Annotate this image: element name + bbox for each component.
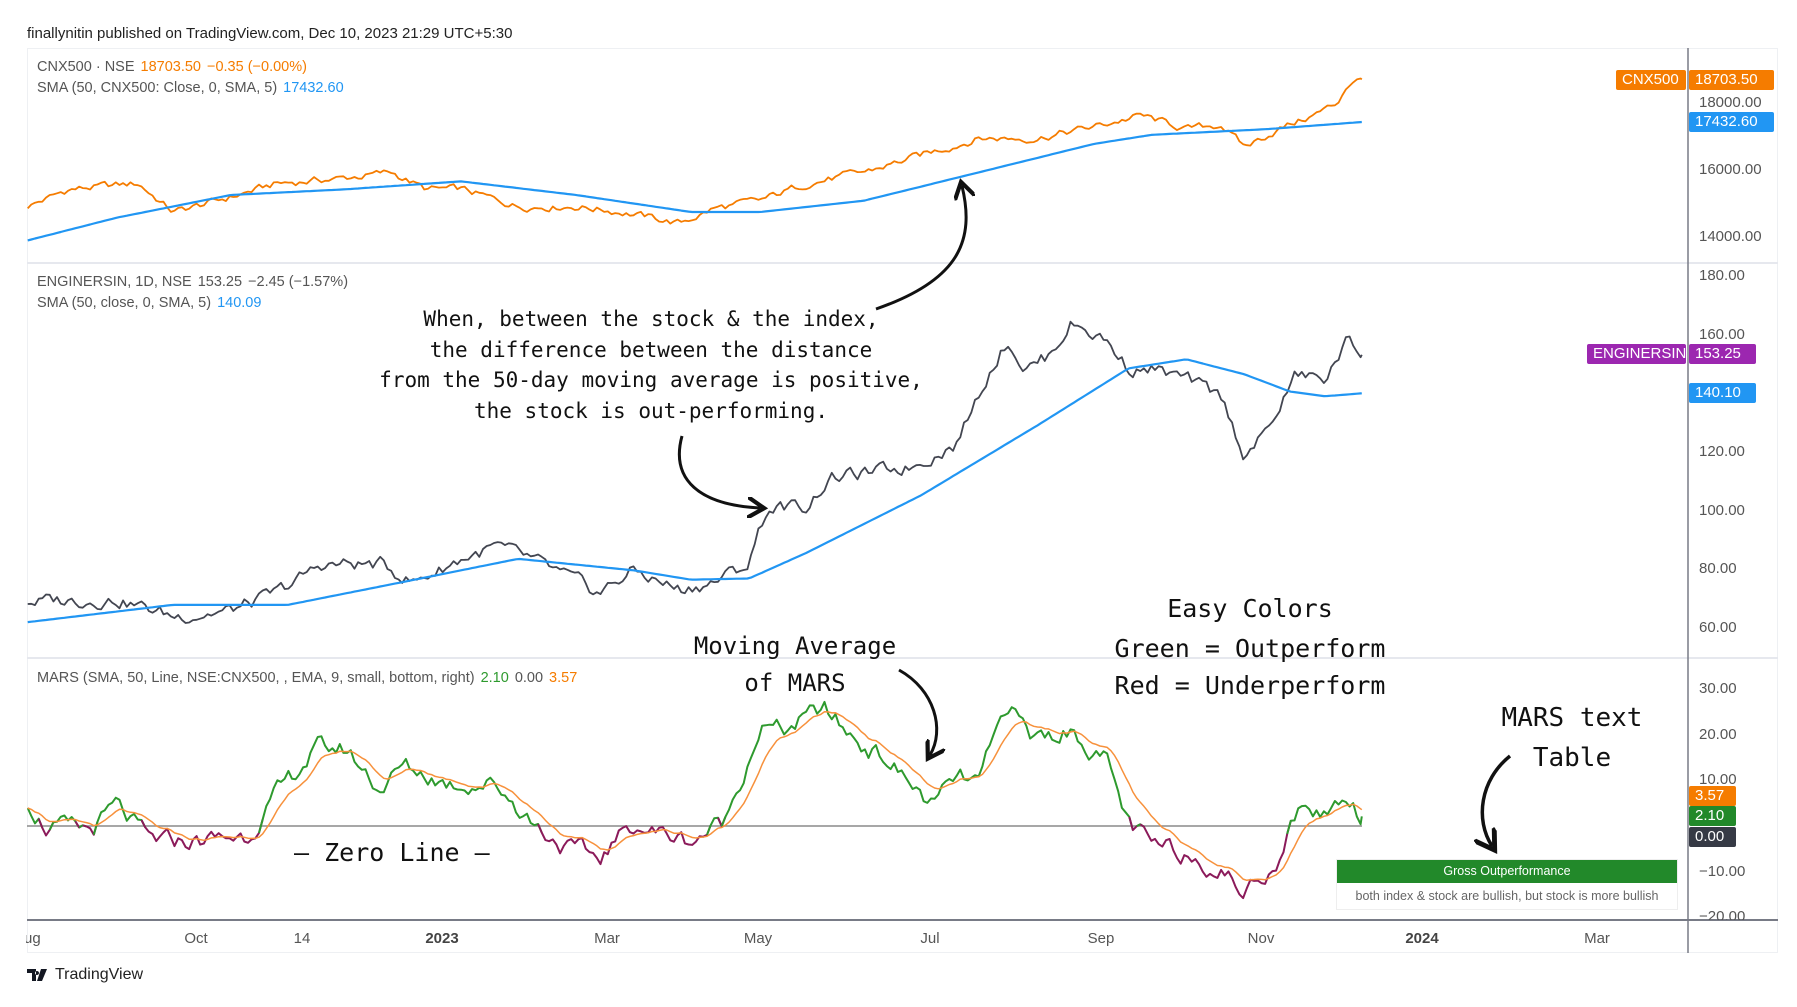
stock-sma-value: 140.09 [217,295,262,311]
mars-zero-tag: 0.00 [1689,827,1736,847]
mars-line-negative [1128,816,1141,832]
stock-legend[interactable]: ENGINERSIN, 1D, NSE 153.25 −2.45 (−1.57%) [37,274,354,290]
axis-tick: 80.00 [1699,560,1737,577]
cnx500-line [27,77,1363,225]
annotation-arrow-icon [875,186,966,311]
index-symbol: CNX500 · NSE [37,59,135,75]
axis-tick: 16000.00 [1699,161,1762,178]
annotation-line: Moving Average [693,632,897,660]
stock-price-tag: 153.25 [1689,344,1756,364]
stock-pane-plot [27,320,1363,624]
mars-text-table: Gross Outperformance both index & stock … [1336,859,1678,910]
time-label: 2024 [1405,930,1439,947]
annotation-line: of MARS [744,669,846,697]
index-sma-label: SMA (50, CNX500: Close, 0, SMA, 5) [37,80,278,96]
index-name-tag: CNX500 [1616,70,1686,90]
annotation-main: When, between the stock & the index, the… [379,304,923,426]
chart-frame [27,48,1778,953]
index-price-tag: 18703.50 [1689,70,1774,90]
mars-ema-tag: 3.57 [1689,786,1736,806]
mars-line-negative [537,823,712,866]
annotation-arrow-icon [898,668,937,755]
annotation-line: the stock is out-performing. [473,398,828,423]
mars-value-tag: 2.10 [1689,806,1736,826]
mars-table-title: Gross Outperformance [1337,860,1677,883]
index-pane-plot [27,77,1363,242]
index-sma-value: 17432.60 [283,80,344,96]
time-label: Aug [26,930,40,947]
mars-legend[interactable]: MARS (SMA, 50, Line, NSE:CNX500, , EMA, … [37,670,583,686]
annotation-arrow-icon [677,435,760,508]
time-label: Nov [1247,930,1275,947]
annotation-line: from the 50-day moving average is positi… [379,368,923,392]
stock-change: −2.45 (−1.57%) [248,274,349,290]
time-label: 14 [293,930,311,947]
axis-tick: 10.00 [1699,771,1737,788]
annotation-mars-table: MARS text Table [1502,698,1643,778]
time-label: Sep [1087,930,1115,947]
mars-line-negative [1139,820,1292,900]
mars-ema-line [27,711,1363,882]
stock-sma-legend[interactable]: SMA (50, close, 0, SMA, 5) 140.09 [37,295,267,311]
axis-tick: 14000.00 [1699,228,1762,245]
mars-zero-value: 0.00 [514,670,544,686]
tradingview-brand: TradingView [55,966,144,983]
sma-50-cnx500--line [27,120,1362,242]
stock-sma-tag: 140.10 [1689,383,1756,403]
publish-header: finallynitin published on TradingView.co… [27,25,513,42]
stock-price: 153.25 [197,274,243,290]
annotation-line: Green = Outperform [1114,634,1386,663]
mars-table-text: both index & stock are bullish, but stoc… [1355,889,1659,903]
tradingview-logo[interactable]: TradingView [27,966,143,984]
axis-tick: 20.00 [1699,726,1737,743]
stock-name-tag: ENGINERSIN [1587,344,1686,364]
time-label: May [743,930,773,947]
mars-line-positive [720,700,1134,831]
axis-tick: 30.00 [1699,680,1737,697]
axis-tick: 160.00 [1699,326,1745,343]
sma-50-enginersin--line [27,358,1362,624]
axis-tick: 120.00 [1699,443,1745,460]
axis-tick: −10.00 [1699,863,1746,880]
axis-tick: 180.00 [1699,267,1745,284]
annotation-line: Table [1532,743,1612,773]
time-label: Oct [184,930,208,947]
annotation-zero-line: — Zero Line — [294,838,490,867]
index-legend[interactable]: CNX500 · NSE 18703.50 −0.35 (−0.00%) [37,59,313,75]
mars-label: MARS (SMA, 50, Line, NSE:CNX500, , EMA, … [37,670,475,686]
annotation-line: MARS text [1501,703,1643,733]
axis-tick: 100.00 [1699,502,1745,519]
tradingview-logo-icon [27,969,47,981]
annotation-line: When, between the stock & the index, [423,307,879,331]
time-label: Jul [920,930,940,947]
index-change: −0.35 (−0.00%) [207,59,307,75]
mars-line-negative [140,819,264,851]
mars-ema-value: 3.57 [549,670,578,686]
index-sma-tag: 17432.60 [1689,112,1774,132]
annotation-arrow-icon [1482,754,1512,846]
index-price: 18703.50 [140,59,201,75]
time-label: Mar [594,930,620,947]
annotation-line: Red = Underperform [1114,671,1386,700]
time-label: Mar [1584,930,1610,947]
axis-tick: 18000.00 [1699,94,1762,111]
mars-pane-plot [27,700,1363,900]
annotation-line: the difference between the distance [429,337,873,362]
mars-value: 2.10 [480,670,509,686]
axis-tick: −20.00 [1699,908,1746,920]
mars-line-positive [92,796,147,835]
mars-line-positive [48,814,80,831]
axis-tick: 60.00 [1699,619,1737,636]
annotation-easy-colors: Easy Colors Green = Outperform Red = Und… [1115,588,1386,704]
stock-sma-label: SMA (50, close, 0, SMA, 5) [37,295,212,311]
index-sma-legend[interactable]: SMA (50, CNX500: Close, 0, SMA, 5) 17432.… [37,80,350,96]
annotation-line: Easy Colors [1167,594,1333,623]
stock-symbol: ENGINERSIN, 1D, NSE [37,274,192,290]
annotation-ma-of-mars: Moving Average of MARS [694,628,896,702]
time-label: 2023 [425,930,459,947]
